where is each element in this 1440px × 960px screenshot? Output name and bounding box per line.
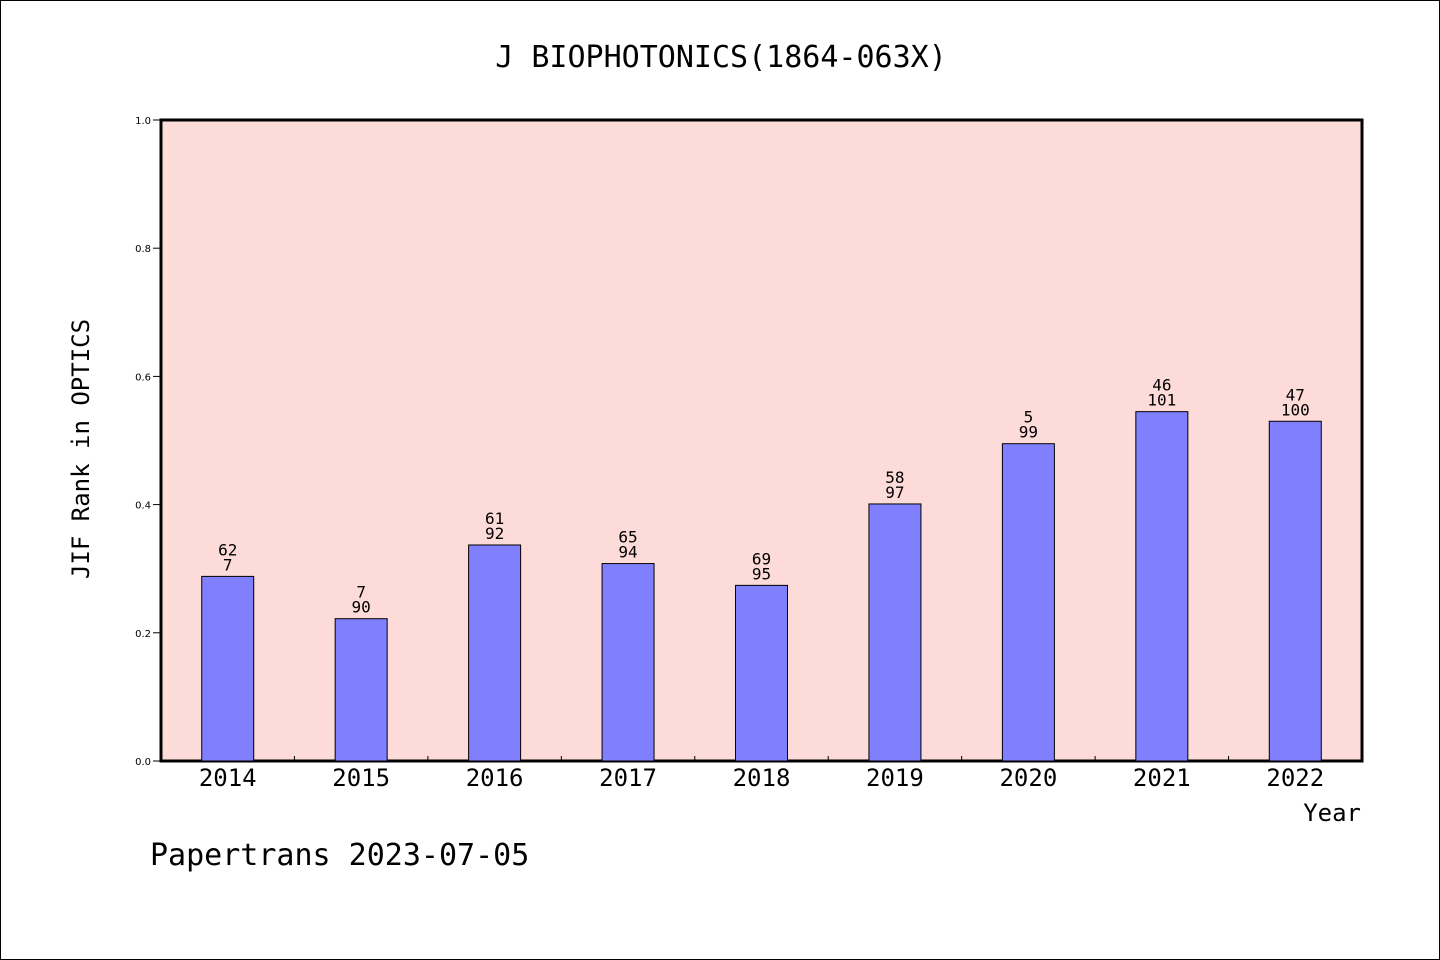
- x-tick-label: 2014: [199, 764, 257, 792]
- x-tick-label: 2022: [1266, 764, 1324, 792]
- bar-2021: [1135, 411, 1189, 762]
- bar-2017: [601, 563, 655, 762]
- bar-label-top: 5: [1024, 408, 1034, 427]
- bar-label-top: 61: [485, 509, 504, 528]
- y-tick-label: 1.0: [135, 116, 151, 127]
- bar-2020: [1001, 443, 1055, 762]
- chart-title: J BIOPHOTONICS(1864-063X): [495, 40, 947, 75]
- bar-label-bottom: 99: [1019, 423, 1038, 442]
- x-tick-label: 2016: [466, 764, 524, 792]
- footer-text: Papertrans 2023-07-05: [150, 838, 529, 873]
- bar-label-bottom: 101: [1147, 391, 1176, 410]
- bar-label-top: 58: [885, 468, 904, 487]
- bar-2022: [1268, 420, 1322, 762]
- bar-label-bottom: 94: [618, 543, 637, 562]
- bar-label-bottom: 100: [1281, 400, 1310, 419]
- bar-label-top: 65: [618, 528, 637, 547]
- x-tick-label: 2021: [1133, 764, 1191, 792]
- bar-label-bottom: 7: [223, 555, 233, 574]
- x-tick-label: 2019: [866, 764, 924, 792]
- bar-2019: [868, 503, 922, 762]
- bar-label-bottom: 90: [352, 598, 371, 617]
- y-axis-label: JIF Rank in OPTICS: [67, 319, 95, 579]
- x-tick-label: 2018: [733, 764, 791, 792]
- bar-label-top: 7: [356, 583, 366, 602]
- bar-2018: [735, 584, 788, 762]
- y-tick-label: 0.2: [135, 629, 151, 640]
- bar-label-bottom: 95: [752, 564, 771, 583]
- y-tick-label: 0.4: [135, 501, 151, 512]
- y-tick-label: 0.0: [135, 757, 151, 768]
- y-tick-label: 0.6: [135, 372, 151, 383]
- bar-2016: [468, 544, 522, 762]
- x-tick-label: 2015: [332, 764, 390, 792]
- bar-2015: [334, 618, 388, 762]
- bar-label-top: 62: [218, 540, 237, 559]
- bar-label-top: 69: [752, 549, 771, 568]
- bar-label-top: 46: [1152, 376, 1171, 395]
- bar-2014: [201, 575, 255, 762]
- bar-label-bottom: 92: [485, 524, 504, 543]
- x-tick-label: 2020: [999, 764, 1057, 792]
- bar-label-top: 47: [1286, 385, 1305, 404]
- y-axis: 0.0 0.2 0.4 0.6 0.8 1.0: [135, 116, 161, 768]
- y-tick-label: 0.8: [135, 244, 151, 255]
- x-tick-label: 2017: [599, 764, 657, 792]
- x-axis-label: Year: [1303, 799, 1361, 827]
- bar-label-bottom: 97: [885, 483, 904, 502]
- x-axis: 2014 2015 2016 2017 2018 2019 2020 2021 2022: [199, 756, 1324, 792]
